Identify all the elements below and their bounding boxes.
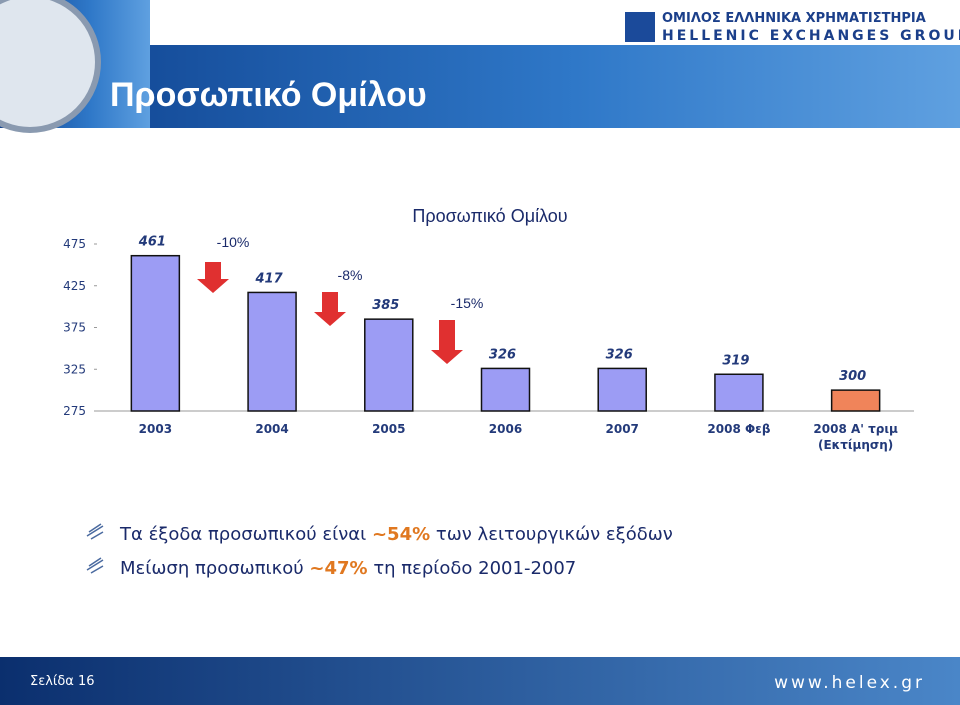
bar <box>247 291 297 412</box>
slide-title: Προσωπικό Ομίλου <box>110 76 427 114</box>
url: www.helex.gr <box>774 673 925 693</box>
value-label: 300 <box>839 369 866 384</box>
bullet-text: των λειτουργικών εξόδων <box>435 524 673 545</box>
bar <box>130 254 181 412</box>
x-tick-label: 2008 Φεβ <box>707 422 771 436</box>
stopwatch <box>0 0 101 133</box>
change-label: -8% <box>338 267 363 283</box>
bar <box>830 389 881 412</box>
change-label: -15% <box>451 295 484 311</box>
bar <box>480 367 531 412</box>
y-tick-label: 425 <box>63 279 86 293</box>
bar <box>597 367 647 412</box>
change-arrow <box>197 262 229 293</box>
y-tick-label: 275 <box>63 404 86 418</box>
bullet-icon <box>86 557 104 574</box>
logo-text: ΟΜΙΛΟΣ ΕΛΛΗΝΙΚΑ ΧΡΗΜΑΤΙΣΤΗΡΙΑ <box>662 11 926 26</box>
chart-title: Προσωπικό Ομίλου <box>412 206 567 226</box>
change-arrow <box>431 320 463 364</box>
logo-icon <box>625 12 655 42</box>
bullet-text: Μείωση προσωπικού <box>120 558 304 579</box>
value-label: 417 <box>255 271 284 286</box>
y-tick-label: 475 <box>63 237 86 251</box>
highlight: ~54% <box>371 524 431 545</box>
change-label: -10% <box>217 234 250 250</box>
logo-text: HELLENIC EXCHANGES GROUP <box>662 28 960 44</box>
page-number: Σελίδα 16 <box>30 674 95 689</box>
x-tick-label: 2006 <box>488 422 523 436</box>
change-arrow <box>314 292 346 326</box>
bullet-text: τη περίοδο 2001-2007 <box>373 558 577 579</box>
x-tick-label: 2007 <box>605 422 639 436</box>
value-label: 319 <box>722 353 749 368</box>
bullet: Τα έξοδα προσωπικού είναι ~54% των λειτο… <box>120 524 673 545</box>
y-tick-label: 325 <box>63 362 86 376</box>
value-label: 326 <box>606 347 633 362</box>
bullet-icon <box>86 523 104 540</box>
footer-band <box>0 657 960 705</box>
value-label: 461 <box>138 235 166 250</box>
header-band <box>0 45 960 128</box>
bullet: Μείωση προσωπικού ~47% τη περίοδο 2001-2… <box>120 558 576 579</box>
x-tick-label: 2008 Α' τριμ (Εκτίμηση) <box>813 422 898 452</box>
x-tick-label: 2005 <box>372 422 406 436</box>
bullet-text: Τα έξοδα προσωπικού είναι <box>120 524 367 545</box>
value-label: 385 <box>372 298 399 313</box>
x-tick-label: 2003 <box>138 422 173 436</box>
highlight: ~47% <box>309 558 368 579</box>
value-label: 326 <box>489 347 516 362</box>
x-tick-label: 2004 <box>255 422 289 436</box>
bar <box>714 373 764 412</box>
y-tick-label: 375 <box>63 321 86 335</box>
bar <box>364 318 414 412</box>
